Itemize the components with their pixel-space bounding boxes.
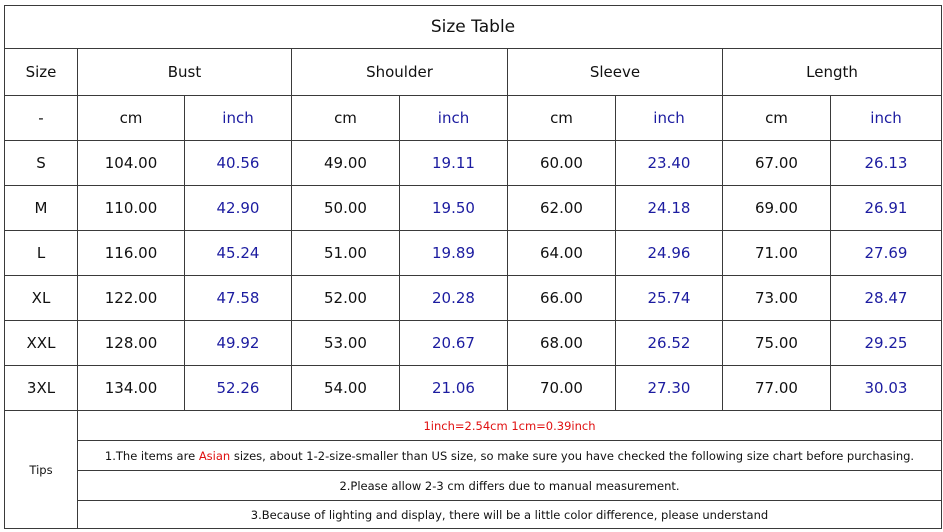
value-cell: 54.00 (291, 365, 400, 411)
unit-cell: - (4, 95, 78, 141)
value-cell: 52.26 (184, 365, 292, 411)
value-cell: 73.00 (722, 275, 831, 321)
value-cell: 64.00 (507, 230, 616, 276)
value-cell: 27.69 (830, 230, 942, 276)
value-cell: 116.00 (77, 230, 185, 276)
value-cell: 19.11 (399, 140, 508, 186)
size-cell: L (4, 230, 78, 276)
size-cell: M (4, 185, 78, 231)
value-cell: 24.96 (615, 230, 723, 276)
value-cell: 29.25 (830, 320, 942, 366)
value-cell: 26.13 (830, 140, 942, 186)
unit-cell: inch (399, 95, 508, 141)
value-cell: 77.00 (722, 365, 831, 411)
value-cell: 70.00 (507, 365, 616, 411)
size-cell: XXL (4, 320, 78, 366)
value-cell: 53.00 (291, 320, 400, 366)
value-cell: 75.00 (722, 320, 831, 366)
unit-cell: cm (77, 95, 185, 141)
value-cell: 28.47 (830, 275, 942, 321)
value-cell: 40.56 (184, 140, 292, 186)
column-header: Shoulder (291, 48, 508, 96)
value-cell: 30.03 (830, 365, 942, 411)
value-cell: 19.50 (399, 185, 508, 231)
value-cell: 24.18 (615, 185, 723, 231)
value-cell: 71.00 (722, 230, 831, 276)
value-cell: 52.00 (291, 275, 400, 321)
size-cell: S (4, 140, 78, 186)
value-cell: 47.58 (184, 275, 292, 321)
unit-cell: cm (507, 95, 616, 141)
tip-text: 2.Please allow 2-3 cm differs due to man… (339, 478, 680, 493)
value-cell: 27.30 (615, 365, 723, 411)
tip-line: 1inch=2.54cm 1cm=0.39inch (77, 410, 942, 441)
value-cell: 49.00 (291, 140, 400, 186)
value-cell: 20.67 (399, 320, 508, 366)
unit-cell: inch (830, 95, 942, 141)
value-cell: 104.00 (77, 140, 185, 186)
value-cell: 67.00 (722, 140, 831, 186)
title: Size Table (4, 5, 942, 49)
unit-cell: inch (184, 95, 292, 141)
value-cell: 68.00 (507, 320, 616, 366)
value-cell: 25.74 (615, 275, 723, 321)
unit-cell: inch (615, 95, 723, 141)
tip-line: 1.The items are Asian sizes, about 1-2-s… (77, 440, 942, 471)
value-cell: 42.90 (184, 185, 292, 231)
unit-cell: cm (291, 95, 400, 141)
tip-text: 3.Because of lighting and display, there… (250, 507, 769, 522)
value-cell: 26.91 (830, 185, 942, 231)
value-cell: 60.00 (507, 140, 616, 186)
value-cell: 49.92 (184, 320, 292, 366)
column-header: Sleeve (507, 48, 723, 96)
value-cell: 122.00 (77, 275, 185, 321)
column-header: Bust (77, 48, 292, 96)
column-header: Size (4, 48, 78, 96)
tip-line: 2.Please allow 2-3 cm differs due to man… (77, 470, 942, 501)
tips-label: Tips (4, 410, 78, 529)
tip-text: sizes, about 1-2-size-smaller than US si… (230, 448, 915, 463)
value-cell: 62.00 (507, 185, 616, 231)
value-cell: 23.40 (615, 140, 723, 186)
value-cell: 20.28 (399, 275, 508, 321)
size-cell: 3XL (4, 365, 78, 411)
value-cell: 66.00 (507, 275, 616, 321)
size-cell: XL (4, 275, 78, 321)
value-cell: 26.52 (615, 320, 723, 366)
value-cell: 128.00 (77, 320, 185, 366)
value-cell: 50.00 (291, 185, 400, 231)
unit-cell: cm (722, 95, 831, 141)
tip-text: 1inch=2.54cm 1cm=0.39inch (423, 418, 596, 433)
value-cell: 51.00 (291, 230, 400, 276)
value-cell: 134.00 (77, 365, 185, 411)
value-cell: 19.89 (399, 230, 508, 276)
column-header: Length (722, 48, 942, 96)
value-cell: 69.00 (722, 185, 831, 231)
tip-text: 1.The items are (104, 448, 199, 463)
value-cell: 45.24 (184, 230, 292, 276)
value-cell: 21.06 (399, 365, 508, 411)
value-cell: 110.00 (77, 185, 185, 231)
tip-text: Asian (198, 448, 231, 463)
tip-line: 3.Because of lighting and display, there… (77, 500, 942, 529)
